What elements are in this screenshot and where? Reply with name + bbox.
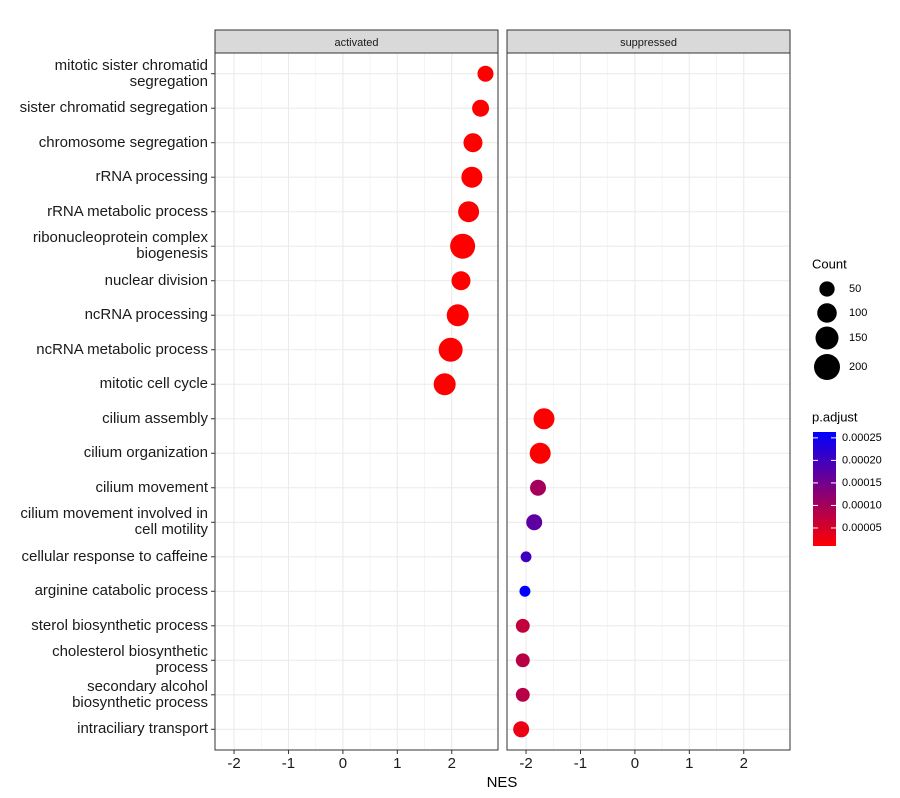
strip [214,29,499,54]
y-tick-label: nuclear division [104,271,208,289]
y-tick-label: secondary alcohol biosynthetic process [72,677,208,711]
panel-bg [507,53,790,750]
x-tick-label: 0 [339,755,347,772]
y-tick-label: cholesterol biosynthetic process [52,643,208,677]
dot [533,408,555,430]
panel-bg [215,53,498,750]
dot [515,687,530,702]
y-tick-label: rRNA processing [95,168,208,186]
y-tick-label: chromosome segregation [38,133,208,151]
x-tick-label: -2 [227,755,240,772]
y-tick-label: rRNA metabolic process [47,202,208,220]
y-tick-label: sterol biosynthetic process [31,616,208,634]
dot [529,442,551,464]
size-legend-label: 150 [849,332,867,344]
y-tick-label: ribonucleoprotein complex biogenesis [32,229,208,263]
colorbar-label: 0.00010 [842,499,882,511]
colorbar-label: 0.00020 [842,454,882,466]
size-legend-label: 50 [849,283,861,295]
x-axis-title: NES [487,774,518,791]
size-legend-title: Count [812,256,847,271]
y-tick-label: cellular response to caffeine [21,547,208,565]
size-legend-key [817,303,837,323]
x-tick-label: -1 [574,755,587,772]
dot [530,479,547,496]
dot [515,618,530,633]
color-legend-title: p.adjust [812,409,858,424]
dot [461,166,483,188]
x-tick-label: 1 [685,755,693,772]
y-tick-label: mitotic sister chromatid segregation [54,56,208,90]
dot [433,373,456,396]
dot [472,99,490,117]
colorbar-label: 0.00005 [842,522,882,534]
dot [450,233,476,259]
y-tick-label: ncRNA processing [84,306,208,324]
x-tick-label: 0 [631,755,639,772]
x-tick-label: -1 [282,755,295,772]
x-tick-label: 2 [740,755,748,772]
dot [446,304,469,327]
dot [438,337,463,362]
size-legend-key [814,354,840,380]
y-tick-label: arginine catabolic process [34,582,208,600]
dot [520,551,532,563]
x-tick-label: 1 [393,755,401,772]
dot [458,201,480,223]
size-legend-key [815,326,839,350]
y-tick-label: sister chromatid segregation [19,99,208,117]
y-tick-label: intraciliary transport [77,720,208,738]
dot [526,514,543,531]
colorbar-label: 0.00015 [842,477,882,489]
y-tick-label: cilium movement [95,478,208,496]
dot [513,721,530,738]
y-tick-label: cilium organization [83,444,208,462]
strip-label: activated [334,37,378,49]
dot [519,585,531,597]
x-tick-label: 2 [448,755,456,772]
dot [463,133,483,153]
strip [506,29,791,54]
dot [515,653,530,668]
strip-label: suppressed [620,37,677,49]
dot [451,271,471,291]
y-tick-label: cilium assembly [102,409,208,427]
colorbar-label: 0.00025 [842,432,882,444]
dot [477,65,494,82]
colorbar [813,432,836,546]
y-tick-label: mitotic cell cycle [99,375,208,393]
y-tick-label: cilium movement involved in cell motilit… [20,505,208,539]
y-tick-label: ncRNA metabolic process [36,340,208,358]
size-legend-label: 100 [849,307,867,319]
size-legend-key [819,281,835,297]
size-legend-label: 200 [849,361,867,373]
x-tick-label: -2 [519,755,532,772]
